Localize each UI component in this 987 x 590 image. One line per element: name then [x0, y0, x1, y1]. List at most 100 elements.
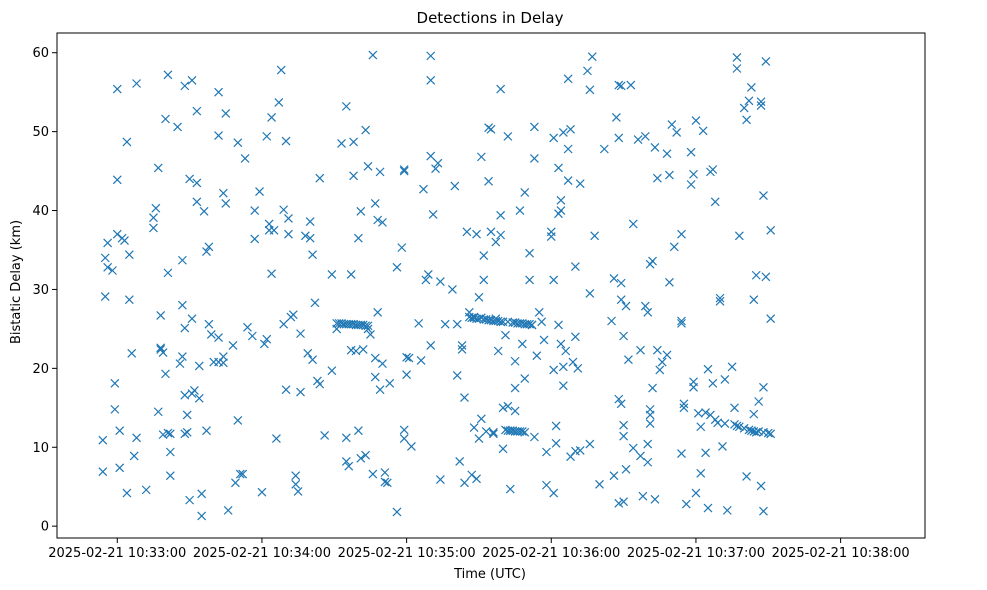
y-tick-label: 20 [32, 362, 49, 377]
data-point [361, 321, 371, 331]
y-tick-label: 10 [32, 441, 49, 456]
data-point [202, 426, 211, 436]
data-point [652, 345, 662, 355]
data-point [558, 362, 568, 372]
data-point [163, 70, 173, 80]
data-point [686, 147, 696, 157]
data-point [628, 219, 638, 229]
data-point [214, 131, 223, 141]
data-point [517, 427, 527, 436]
data-point [98, 467, 108, 477]
data-point [392, 262, 402, 272]
data-point [305, 217, 315, 227]
data-point [153, 163, 163, 173]
data-point [108, 266, 117, 275]
data-point [520, 427, 530, 437]
data-point [271, 434, 281, 444]
data-point [556, 206, 566, 215]
data-point [718, 442, 727, 451]
data-point [496, 84, 506, 94]
data-point [621, 301, 631, 311]
data-point [527, 320, 537, 330]
data-point [558, 381, 568, 391]
data-point [751, 427, 761, 437]
data-point [636, 345, 645, 355]
data-point [426, 75, 436, 85]
data-point [110, 378, 120, 388]
data-point [373, 307, 383, 317]
data-point [739, 103, 749, 113]
data-point [399, 165, 409, 174]
data-point [399, 425, 409, 435]
data-point [585, 439, 595, 449]
data-point [614, 133, 624, 143]
data-point [161, 369, 170, 379]
data-point [455, 457, 465, 466]
data-point [460, 478, 469, 488]
data-point [505, 484, 515, 494]
data-point [759, 191, 768, 200]
data-point [691, 116, 701, 126]
data-point [568, 357, 578, 367]
data-point [657, 357, 667, 367]
data-point [759, 382, 768, 392]
data-point [575, 179, 585, 189]
data-point [693, 408, 703, 418]
data-point [149, 213, 158, 223]
y-tick-label: 50 [32, 125, 49, 140]
data-point [407, 442, 416, 451]
data-point [320, 430, 330, 440]
data-point [599, 144, 609, 154]
data-point [636, 451, 645, 461]
data-point [402, 352, 412, 362]
data-point [467, 470, 477, 480]
data-point [503, 401, 513, 411]
data-point [274, 98, 284, 107]
data-point [763, 428, 773, 438]
data-point [713, 418, 723, 428]
data-point [611, 113, 621, 122]
y-axis: 0 10 20 30 40 50 60 [32, 46, 57, 535]
data-point [315, 379, 325, 389]
data-point [479, 275, 489, 285]
data-point [190, 386, 199, 395]
data-point [614, 498, 624, 508]
data-point [214, 87, 223, 97]
data-point [151, 203, 161, 213]
data-point [648, 256, 657, 266]
data-point [677, 449, 686, 458]
data-point [609, 273, 619, 283]
data-point [366, 329, 375, 339]
data-point [163, 268, 173, 278]
data-point [573, 363, 583, 373]
data-point [496, 317, 506, 327]
data-point [349, 171, 358, 181]
data-point [363, 321, 373, 331]
data-point [520, 374, 530, 384]
data-point [426, 51, 436, 61]
data-point [435, 277, 445, 286]
data-point [447, 285, 457, 294]
data-point [112, 175, 122, 185]
data-point [766, 429, 776, 439]
data-point [686, 180, 696, 189]
data-point [177, 300, 187, 310]
data-point [397, 243, 407, 253]
data-point [708, 378, 718, 388]
data-point [585, 85, 595, 95]
data-point [361, 450, 371, 460]
data-point [761, 56, 771, 66]
data-point [202, 247, 211, 256]
data-point [182, 410, 192, 420]
data-point [481, 427, 491, 436]
data-point [590, 231, 600, 241]
data-point [115, 426, 125, 436]
data-points [98, 50, 776, 521]
data-point [662, 149, 672, 159]
data-point [259, 339, 269, 349]
data-point [281, 385, 291, 395]
data-point [177, 352, 187, 361]
data-point [583, 66, 592, 76]
data-point [749, 409, 759, 419]
data-point [187, 314, 197, 324]
